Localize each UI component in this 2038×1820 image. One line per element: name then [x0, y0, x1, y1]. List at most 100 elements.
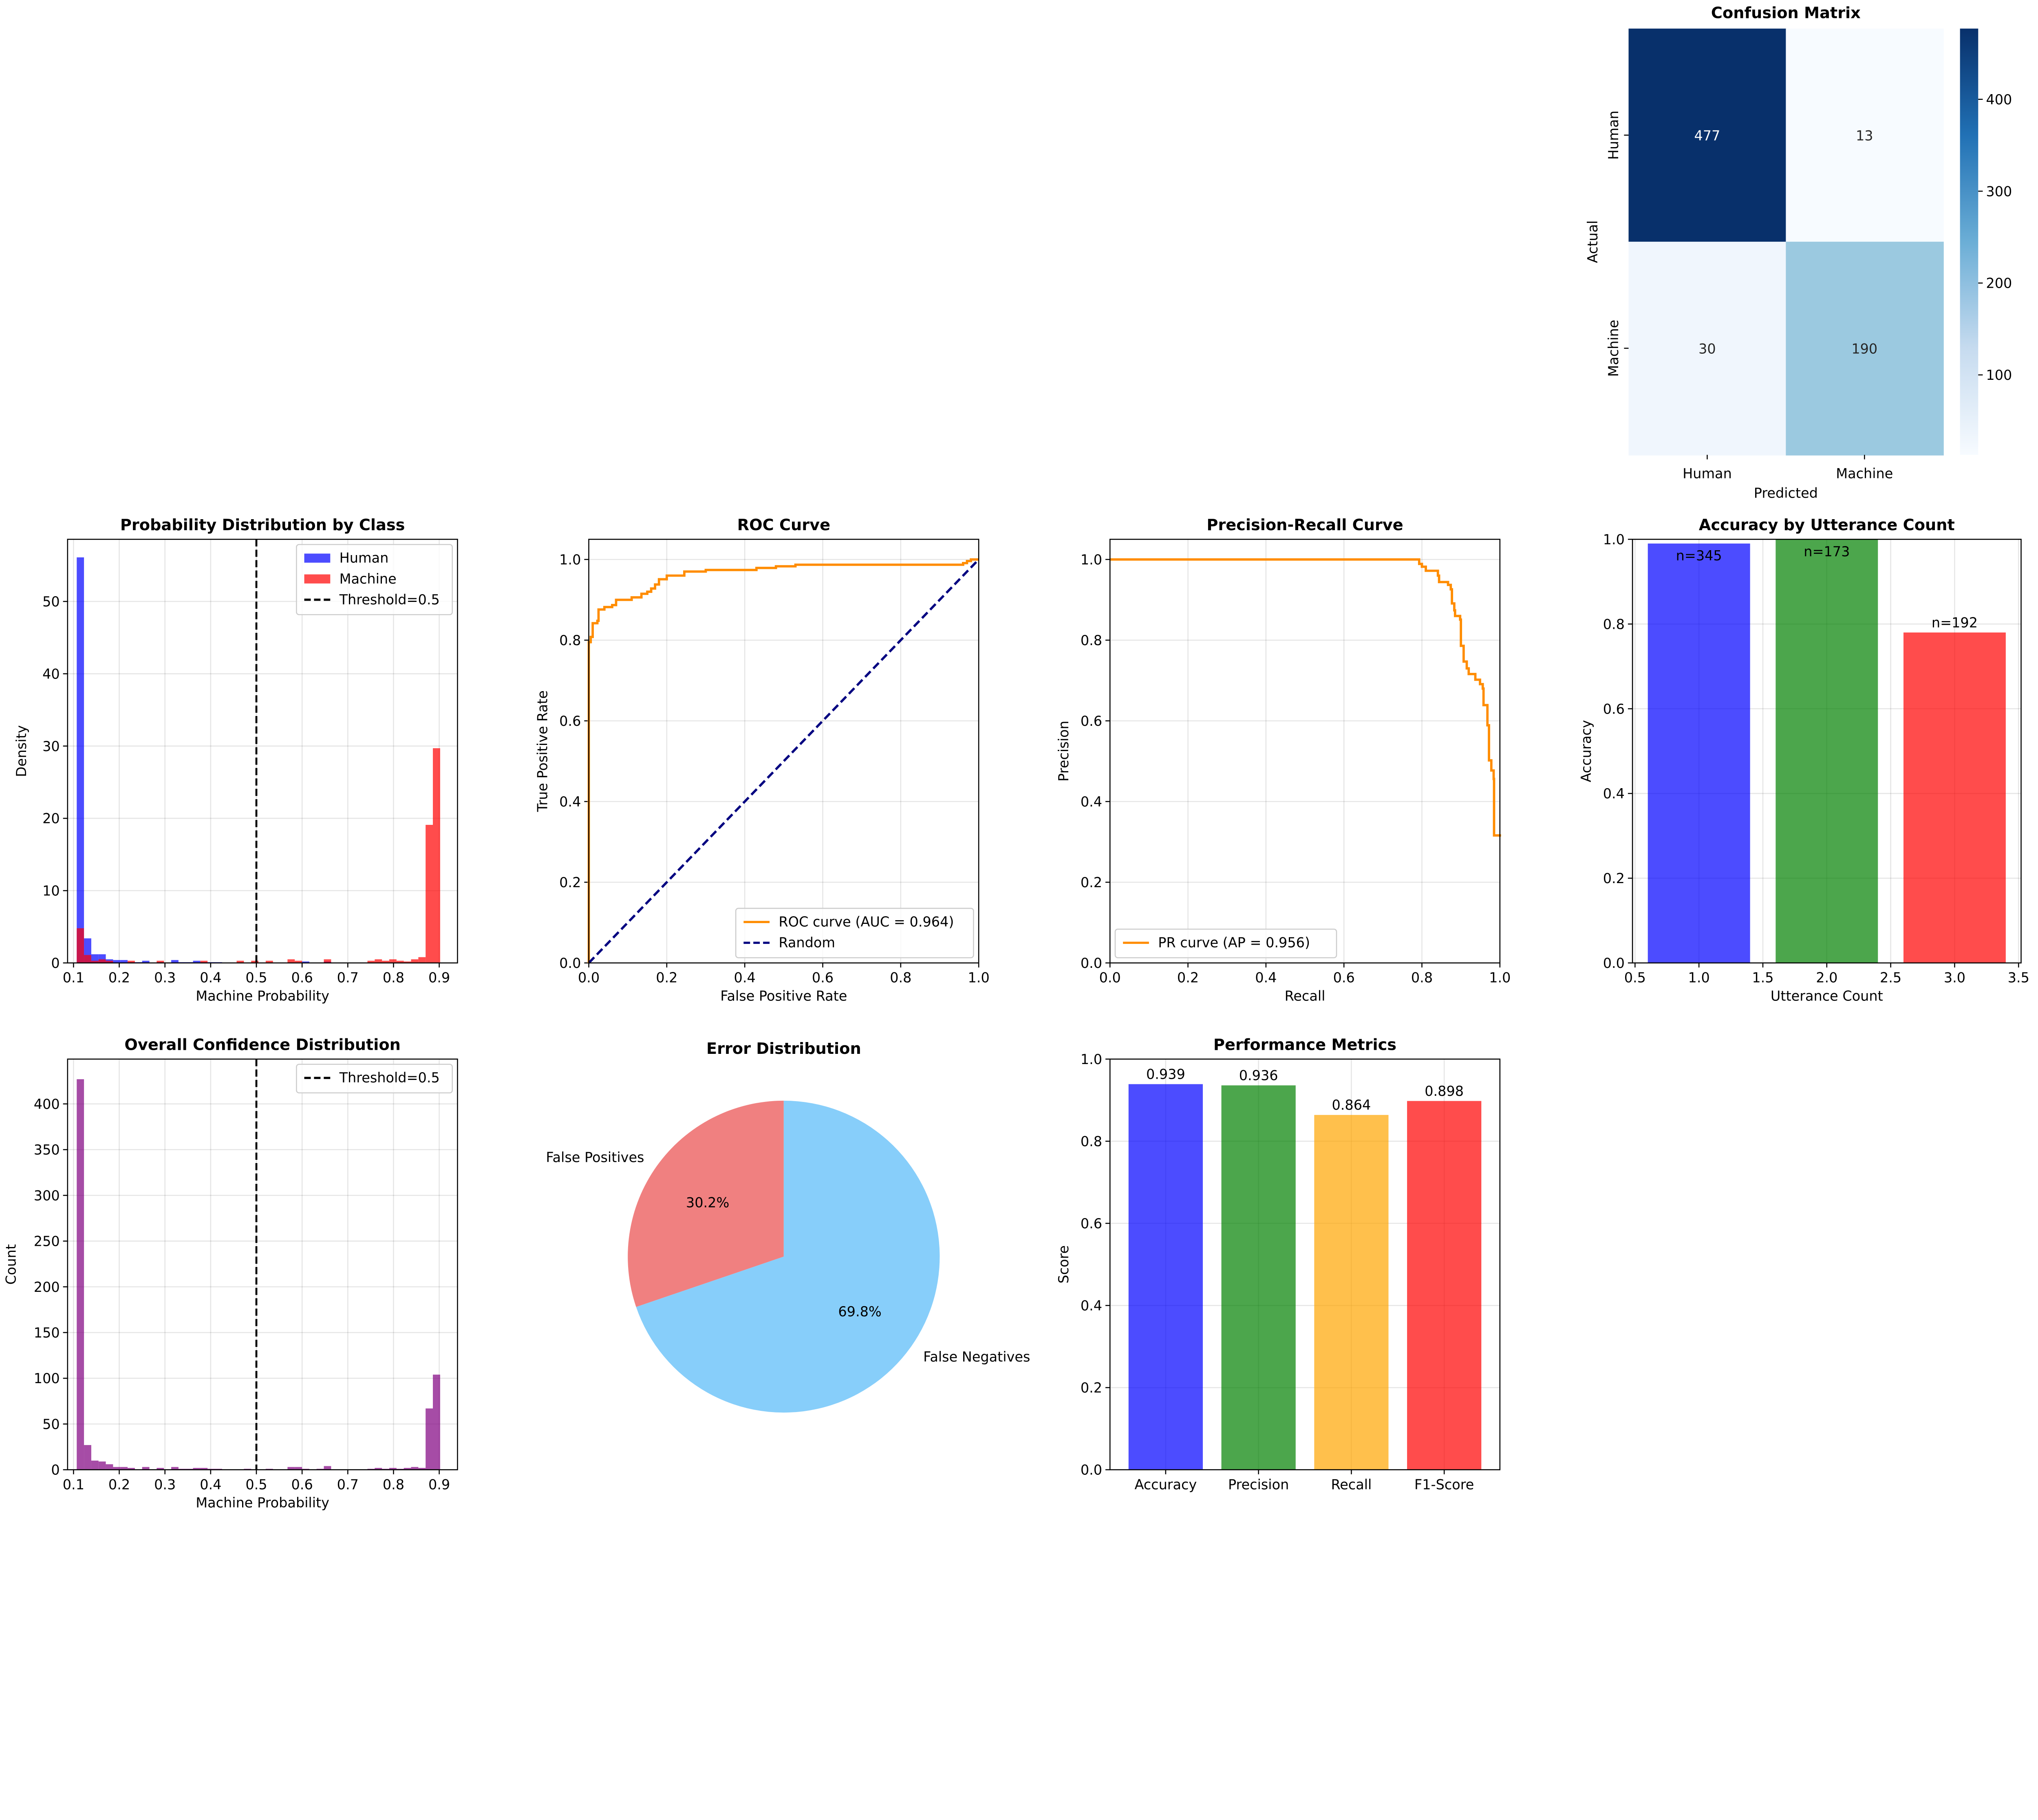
histogram-bar [84, 955, 91, 963]
bar [1221, 1085, 1296, 1470]
histogram-bar [287, 1467, 295, 1470]
colorbar-tick-label: 100 [1986, 367, 2012, 383]
legend-label: Human [340, 550, 389, 566]
chart-title: Probability Distribution by Class [120, 516, 405, 534]
histogram-bar [404, 1468, 411, 1470]
y-tick-label: 300 [34, 1188, 60, 1203]
x-tick-label: 0.2 [1177, 970, 1199, 986]
y-tick-label: 0.8 [1081, 1133, 1102, 1149]
x-axis-label: Machine Probability [196, 988, 329, 1004]
histogram-bar [171, 1467, 179, 1470]
y-tick-label: 0 [51, 955, 60, 971]
histogram-bar [91, 954, 99, 963]
chart-title: Performance Metrics [1213, 1036, 1396, 1054]
x-tick-label: Recall [1331, 1476, 1372, 1492]
y-tick-label: 50 [42, 594, 60, 610]
x-tick-label: 0.6 [291, 1476, 313, 1492]
confusion-axes: 477 13 30 190 Human Machine Human Machine Predic… [1585, 4, 2012, 501]
histogram-bar [404, 961, 411, 963]
histogram-bar [251, 961, 259, 963]
y-tick-label: 0.6 [1081, 713, 1102, 729]
pie-percent-label: 30.2% [686, 1195, 729, 1211]
legend-frame [735, 908, 974, 958]
histogram-bar [236, 961, 244, 963]
histogram-bar [295, 1467, 302, 1470]
histogram-bar [77, 557, 84, 963]
y-tick-label: 0.6 [1603, 701, 1625, 717]
histogram-bar [432, 748, 440, 963]
pie-slice [628, 1100, 784, 1307]
y-tick-label: 200 [34, 1279, 60, 1295]
histogram-bar [411, 959, 419, 963]
histogram-bar [106, 961, 113, 963]
histogram-bar [128, 1468, 135, 1470]
y-axis-label: Accuracy [1578, 720, 1594, 782]
y-tick-label: 0.0 [1603, 955, 1625, 971]
y-tick-label: 0.8 [559, 632, 581, 648]
y-tick-label: 50 [42, 1416, 60, 1432]
histogram-bar [389, 959, 397, 963]
x-tick-label: 0.1 [63, 970, 84, 986]
bar [1776, 539, 1878, 963]
histogram-bar [113, 1467, 121, 1470]
axes-frame [67, 539, 458, 964]
plot-area [1648, 539, 2006, 963]
legend: Threshold=0.5 [296, 1064, 453, 1094]
x-tick-label: F1-Score [1414, 1476, 1474, 1492]
legend-frame [296, 1064, 453, 1094]
x-tick-label: 2.0 [1816, 970, 1837, 986]
histogram-bar [200, 961, 208, 963]
y-tick-label: 350 [34, 1142, 60, 1158]
x-tick-label: Precision [1228, 1476, 1289, 1492]
x-tick-label: 0.7 [337, 1476, 359, 1492]
histogram-bar [113, 960, 121, 963]
y-tick-label: 0.6 [1081, 1216, 1102, 1232]
legend-frame [1114, 928, 1337, 958]
y-tick-label: 40 [42, 666, 60, 682]
chart-title: Error Distribution [706, 1040, 861, 1058]
x-tick-label: 0.2 [108, 1476, 130, 1492]
y-tick-label: 0.0 [559, 955, 581, 971]
y-axis-label: Precision [1056, 721, 1072, 781]
y-tick-label: 20 [42, 811, 60, 826]
bar-value-label: 0.936 [1239, 1068, 1278, 1084]
x-tick-label: 1.0 [1688, 970, 1710, 986]
metrics-axes: Accuracy Precision Recall F1-Score 0.0 0.2 0.4… [1056, 1036, 1501, 1492]
x-axis-label: Predicted [1754, 485, 1818, 501]
x-axis-label: Recall [1285, 988, 1326, 1004]
histogram-bar [106, 1464, 113, 1470]
histogram-bar [432, 1375, 440, 1470]
x-tick-label: 1.5 [1752, 970, 1773, 986]
pie-slice [636, 1100, 940, 1413]
x-tick-label: 0.9 [428, 1476, 450, 1492]
chart-title: Confusion Matrix [1711, 4, 1861, 22]
x-tick-label: 3.5 [2008, 970, 2029, 986]
x-tick-label: Machine [1836, 465, 1893, 481]
y-tick-label: 0.4 [1081, 794, 1102, 810]
histogram-bar [193, 1468, 201, 1470]
y-tick-label: 1.0 [1603, 531, 1625, 547]
histogram-bar [193, 961, 201, 963]
x-tick-label: 0.4 [200, 1476, 221, 1492]
x-tick-label: 0.6 [291, 970, 313, 986]
acc_utt-axes: 0.5 1.0 1.5 2.0 2.5 3.0 3.5 0.0 0.2 0.4 0.6 0.8 1.0 n… [1578, 516, 2029, 1004]
y-tick-label: 0.0 [1081, 955, 1102, 971]
heatmap-cell-value: 190 [1851, 341, 1877, 357]
y-tick-label: 1.0 [1081, 552, 1102, 568]
pie-percent-label: 69.8% [838, 1304, 881, 1320]
x-axis-label: False Positive Rate [720, 988, 847, 1004]
legend-swatch [304, 574, 331, 584]
y-tick-label: 0.4 [559, 794, 581, 810]
plot-area [1110, 558, 1501, 837]
y-tick-label: 0.2 [1081, 1380, 1102, 1396]
y-tick-label: 0.2 [559, 875, 581, 890]
figure: 0.1 0.2 0.3 0.4 0.5 0.6 0.7 0.8 0.9 0 10 20 30 40 50 Pr… [3, 4, 2029, 1511]
grid [588, 539, 979, 964]
plot-area [77, 1059, 440, 1470]
bar [1407, 1101, 1482, 1470]
y-tick-label: 100 [34, 1371, 60, 1386]
histogram-bar [367, 961, 375, 963]
y-tick-label: 0.2 [1081, 875, 1102, 890]
roc-curve-line [587, 558, 979, 963]
x-tick-label: 3.0 [1944, 970, 1965, 986]
